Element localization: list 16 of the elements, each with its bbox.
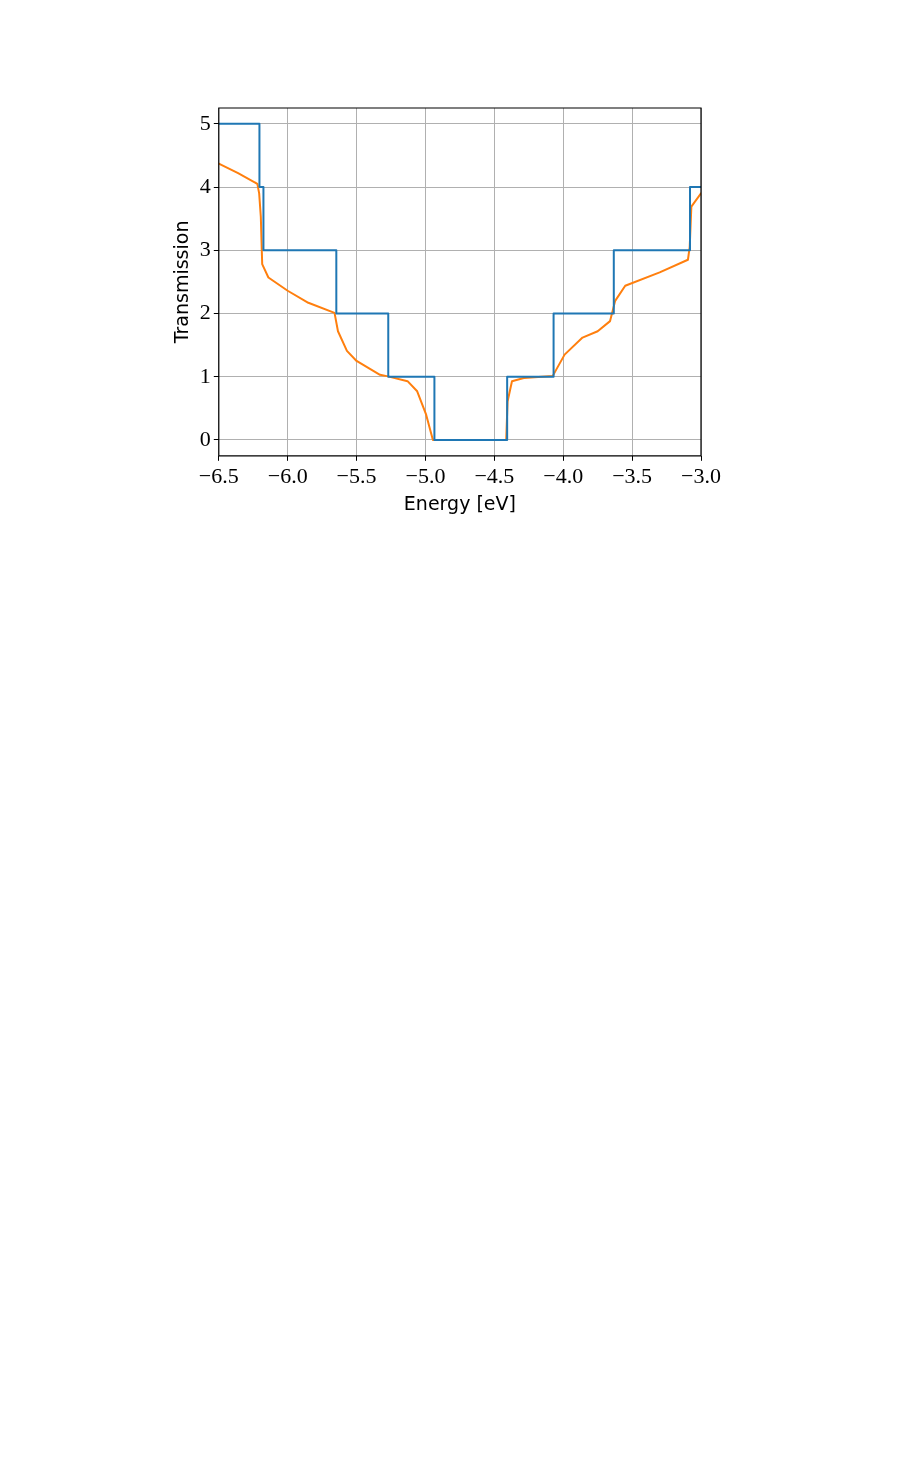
x-tick-label: −6.5	[198, 462, 239, 488]
x-axis-title: Energy [eV]	[403, 491, 516, 514]
y-tick-label: 4	[199, 172, 211, 198]
x-tick-label: −5.0	[405, 462, 446, 488]
x-tick-label: −6.0	[267, 462, 308, 488]
x-tick-label: −3.5	[612, 462, 653, 488]
y-tick-label: 5	[199, 109, 211, 135]
y-tick-label: 3	[199, 236, 211, 262]
x-tick-label: −4.0	[543, 462, 584, 488]
y-tick-label: 0	[199, 425, 211, 451]
x-tick-label: −5.5	[336, 462, 377, 488]
y-axis-title: Transmission	[170, 220, 193, 345]
x-tick-label: −3.0	[681, 462, 721, 488]
y-tick-label: 2	[199, 299, 211, 325]
y-tick-label: 1	[199, 362, 211, 388]
x-tick-label: −4.5	[474, 462, 515, 488]
